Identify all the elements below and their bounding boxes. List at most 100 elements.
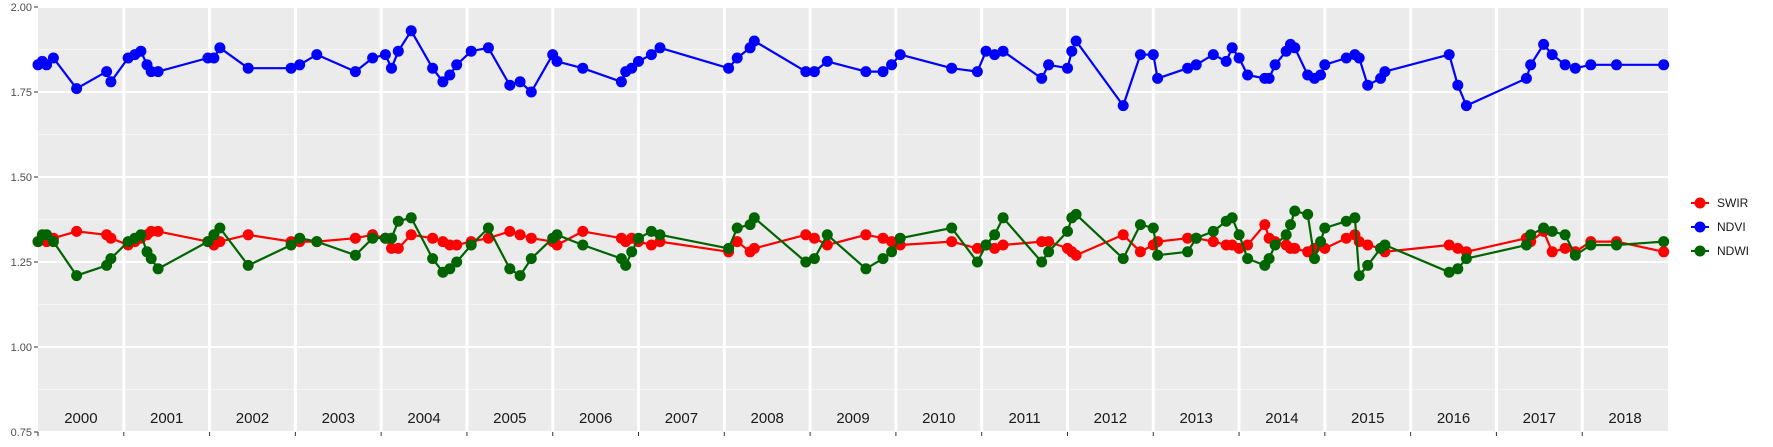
legend: SWIR NDVI NDWI — [1690, 193, 1749, 261]
data-point-ndvi — [1263, 72, 1275, 84]
data-point-ndwi — [980, 239, 992, 251]
data-point-swir — [349, 232, 361, 244]
data-point-ndwi — [748, 212, 760, 224]
data-point-ndvi — [105, 76, 117, 88]
data-point-ndwi — [1289, 205, 1301, 217]
data-point-ndwi — [1207, 225, 1219, 237]
data-point-swir — [392, 242, 404, 254]
data-point-ndvi — [1315, 69, 1327, 81]
data-point-ndvi — [1233, 52, 1245, 64]
data-point-ndwi — [242, 259, 254, 271]
data-point-ndvi — [1546, 49, 1558, 61]
data-point-ndvi — [47, 52, 59, 64]
year-label: 2007 — [665, 410, 698, 427]
legend-label-ndwi: NDWI — [1717, 244, 1749, 258]
year-label: 2015 — [1351, 410, 1384, 427]
data-point-ndwi — [504, 263, 516, 275]
data-point-ndwi — [47, 236, 59, 248]
year-label: 2017 — [1523, 410, 1556, 427]
data-point-ndwi — [1285, 219, 1296, 231]
data-point-ndvi — [101, 66, 113, 78]
data-point-ndwi — [886, 246, 898, 258]
data-point-ndwi — [971, 256, 983, 268]
data-point-ndwi — [41, 229, 53, 241]
data-point-ndwi — [1190, 232, 1202, 244]
data-point-ndvi — [427, 62, 439, 74]
data-point-ndwi — [1443, 266, 1455, 278]
data-point-ndvi — [1062, 62, 1073, 74]
data-point-ndvi — [877, 66, 889, 78]
data-point-ndvi — [821, 55, 833, 67]
data-point-ndwi — [444, 263, 456, 275]
data-point-ndwi — [1233, 229, 1245, 241]
data-point-ndvi — [997, 45, 1009, 57]
data-point-ndvi — [577, 62, 589, 74]
data-point-ndvi — [860, 66, 872, 78]
data-point-ndvi — [971, 66, 983, 78]
data-point-ndvi — [1443, 49, 1455, 61]
data-point-swir — [731, 236, 743, 248]
data-point-ndwi — [1302, 208, 1314, 220]
data-point-swir — [989, 242, 1001, 254]
year-label: 2008 — [751, 410, 784, 427]
data-point-swir — [1559, 242, 1571, 254]
data-point-ndwi — [214, 222, 226, 234]
data-point-swir — [1658, 246, 1670, 258]
data-point-ndwi — [465, 239, 477, 251]
data-point-ndwi — [1269, 239, 1281, 251]
y-tick-label: 2.00 — [11, 2, 32, 14]
data-point-ndwi — [1362, 259, 1374, 271]
data-point-swir — [886, 236, 898, 248]
data-point-ndvi — [808, 66, 820, 78]
year-label: 2013 — [1179, 410, 1212, 427]
data-point-ndwi — [482, 222, 494, 234]
data-point-ndwi — [386, 232, 397, 244]
data-point-ndvi — [1611, 59, 1622, 71]
y-tick-label: 1.50 — [11, 172, 32, 184]
year-label: 2002 — [236, 410, 269, 427]
data-point-swir — [1207, 236, 1219, 248]
data-point-ndwi — [71, 270, 83, 282]
data-point-ndvi — [437, 76, 449, 88]
data-point-ndwi — [723, 242, 735, 254]
data-point-swir — [105, 232, 117, 244]
data-point-ndwi — [152, 263, 164, 275]
data-point-swir — [525, 232, 537, 244]
data-point-ndwi — [1379, 239, 1391, 251]
data-point-ndwi — [105, 253, 117, 265]
legend-label-swir: SWIR — [1717, 196, 1749, 210]
data-point-ndwi — [285, 239, 297, 251]
data-point-swir — [1117, 229, 1129, 241]
data-point-ndvi — [1134, 49, 1146, 61]
data-point-ndvi — [1319, 59, 1331, 71]
year-label: 2000 — [64, 410, 97, 427]
data-point-ndvi — [504, 79, 516, 91]
data-point-ndwi — [1242, 253, 1254, 265]
data-point-ndwi — [1263, 253, 1275, 265]
data-point-swir — [1134, 246, 1146, 258]
data-point-ndvi — [41, 59, 53, 71]
data-point-ndwi — [1182, 246, 1194, 258]
year-label: 2001 — [150, 410, 183, 427]
data-point-ndwi — [1117, 253, 1129, 265]
data-point-ndvi — [1538, 38, 1550, 50]
data-point-ndvi — [1289, 42, 1301, 54]
data-point-ndwi — [1062, 225, 1073, 237]
data-point-ndvi — [1559, 59, 1571, 71]
data-point-ndvi — [946, 62, 958, 74]
data-point-ndwi — [1460, 253, 1472, 265]
data-point-ndvi — [242, 62, 254, 74]
data-point-ndvi — [514, 76, 526, 88]
data-point-ndvi — [980, 45, 992, 57]
data-point-swir — [71, 225, 83, 237]
data-point-ndwi — [1315, 236, 1327, 248]
data-point-ndwi — [1280, 229, 1292, 241]
data-point-swir — [242, 229, 254, 241]
data-point-ndvi — [465, 45, 477, 57]
data-point-ndvi — [71, 83, 83, 95]
data-point-ndwi — [997, 212, 1009, 224]
data-point-swir — [808, 232, 820, 244]
data-point-ndvi — [444, 69, 456, 81]
data-point-ndvi — [1066, 45, 1078, 57]
